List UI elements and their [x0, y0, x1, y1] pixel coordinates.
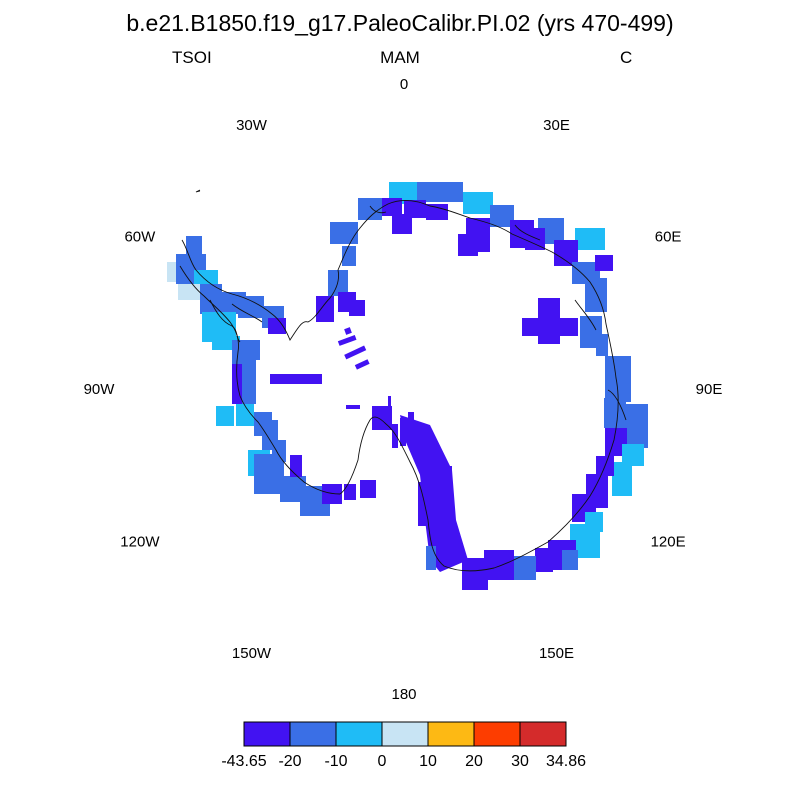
lon-label: 90W [84, 381, 116, 398]
lon-label: 150W [232, 645, 272, 662]
coastline [179, 189, 627, 572]
longitude-labels: 0 30E 60E 90E 120E 150E 180 150W 120W 90W 60W 30W [84, 76, 723, 703]
colorbar-swatch [243, 721, 291, 747]
colorbar-label: -43.65 [221, 753, 266, 770]
colorbar-label: 20 [465, 753, 483, 770]
plot-title: b.e21.B1850.f19_g17.PaleoCalibr.PI.02 (y… [126, 10, 674, 36]
colorbar-label: -10 [324, 753, 347, 770]
lon-label: 30E [543, 117, 570, 134]
variable-label: TSOI [172, 48, 212, 67]
lon-label: 60E [655, 229, 682, 246]
colorbar-swatch [519, 721, 567, 747]
lon-label: 150E [539, 645, 574, 662]
colorbar: -43.65 -20 -10 0 10 20 30 34.86 [221, 721, 586, 770]
colorbar-swatch [289, 721, 337, 747]
lon-label: 120W [120, 534, 160, 551]
colorbar-label: 34.86 [546, 753, 586, 770]
colorbar-label: 0 [378, 753, 387, 770]
lon-label: 90E [696, 381, 723, 398]
lon-label: 180 [391, 686, 416, 703]
units-label: C [620, 48, 633, 67]
lon-label: 0 [400, 76, 408, 93]
colorbar-label: 30 [511, 753, 529, 770]
colorbar-swatch [335, 721, 383, 747]
colorbar-swatch [427, 721, 475, 747]
colorbar-label: -20 [278, 753, 301, 770]
lon-label: 30W [236, 117, 268, 134]
colorbar-swatch [473, 721, 521, 747]
colorbar-label: 10 [419, 753, 437, 770]
season-label: MAM [380, 48, 420, 67]
colorbar-swatch [381, 721, 429, 747]
lon-label: 120E [651, 534, 686, 551]
lon-label: 60W [124, 229, 156, 246]
soil-temperature-field [167, 182, 648, 590]
